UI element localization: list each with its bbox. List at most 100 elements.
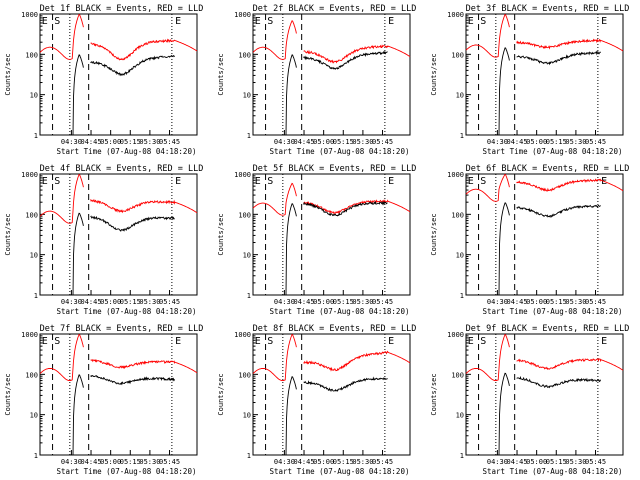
y-tick-label: 10 (243, 92, 251, 100)
y-tick-label: 1 (460, 132, 464, 140)
event-marker-label: E (468, 16, 474, 27)
lld-series-line (252, 182, 411, 216)
event-marker-label: S (480, 16, 486, 27)
x-tick-label: 04:30 (274, 138, 295, 146)
events-series-line (285, 50, 388, 136)
events-series-line (498, 372, 602, 456)
x-tick-label: 05:30 (352, 298, 373, 306)
chart-title: Det 3f BLACK = Events, RED = LLD (466, 4, 630, 14)
x-tick-label: 05:15 (546, 298, 567, 306)
x-tick-label: 05:45 (372, 138, 393, 146)
event-marker-label: E (175, 336, 181, 347)
y-tick-label: 1 (247, 132, 251, 140)
x-tick-label: 05:45 (159, 138, 180, 146)
detector-plot-5: Det 5f BLACK = Events, RED = LLD 1 10 100 10… (217, 164, 416, 316)
y-tick-label: 1 (460, 452, 464, 460)
x-axis-label: Start Time (07-Aug-08 04:18:20) (483, 467, 623, 476)
lld-series-line (39, 334, 198, 382)
y-tick-label: 1000 (234, 11, 251, 19)
y-tick-label: 10 (30, 412, 38, 420)
events-series-line (498, 47, 601, 136)
y-tick-label: 1000 (21, 331, 38, 339)
event-marker-label: E (255, 16, 261, 27)
y-tick-label: 1000 (447, 11, 464, 19)
x-tick-label: 05:45 (159, 458, 180, 466)
events-series-line (72, 212, 175, 296)
x-tick-label: 04:30 (61, 458, 82, 466)
x-tick-label: 04:30 (487, 298, 508, 306)
x-axis-label: Start Time (07-Aug-08 04:18:20) (57, 147, 197, 156)
y-tick-label: 100 (451, 211, 464, 219)
chart-title: Det 1f BLACK = Events, RED = LLD (40, 4, 204, 14)
plot-frame (39, 13, 198, 136)
y-tick-label: 10 (243, 412, 251, 420)
x-tick-label: 05:30 (565, 298, 586, 306)
events-series-line (72, 54, 175, 136)
event-marker-label: E (601, 16, 607, 27)
event-marker-label: E (388, 176, 394, 187)
lld-series-line (39, 174, 198, 224)
x-tick-label: 05:15 (333, 298, 354, 306)
x-axis-label: Start Time (07-Aug-08 04:18:20) (270, 307, 410, 316)
y-axis-label: Counts/sec (4, 373, 12, 415)
event-marker-label: E (388, 16, 394, 27)
event-marker-label: E (601, 336, 607, 347)
event-marker-label: S (54, 16, 60, 27)
x-axis-label: Start Time (07-Aug-08 04:18:20) (270, 147, 410, 156)
plot-frame (465, 333, 624, 456)
y-tick-label: 100 (238, 371, 251, 379)
event-marker-label: E (388, 336, 394, 347)
y-tick-label: 10 (30, 92, 38, 100)
event-marker-label: S (267, 16, 273, 27)
x-tick-label: 05:45 (372, 458, 393, 466)
x-tick-label: 05:15 (546, 138, 567, 146)
x-tick-label: 04:45 (80, 458, 101, 466)
x-tick-label: 05:30 (139, 138, 160, 146)
y-tick-label: 1000 (234, 171, 251, 179)
event-marker-label: E (468, 336, 474, 347)
detector-plot-4: Det 4f BLACK = Events, RED = LLD 1 10 100 10… (4, 164, 203, 316)
plot-frame (252, 173, 411, 296)
y-axis-label: Counts/sec (217, 53, 225, 95)
x-tick-label: 04:45 (80, 298, 101, 306)
x-tick-label: 05:15 (546, 458, 567, 466)
x-tick-label: 04:30 (274, 298, 295, 306)
chart-title: Det 6f BLACK = Events, RED = LLD (466, 164, 630, 174)
detector-plot-8: Det 8f BLACK = Events, RED = LLD 1 10 100 10… (217, 324, 416, 476)
events-series-line (72, 374, 175, 456)
x-tick-label: 04:45 (506, 298, 527, 306)
event-marker-label: E (255, 176, 261, 187)
y-tick-label: 100 (25, 371, 38, 379)
x-tick-label: 04:30 (487, 138, 508, 146)
x-tick-label: 05:30 (352, 138, 373, 146)
event-marker-label: S (54, 176, 60, 187)
y-axis-label: Counts/sec (4, 53, 12, 95)
y-tick-label: 1000 (21, 11, 38, 19)
y-tick-label: 1000 (447, 171, 464, 179)
y-tick-label: 100 (451, 51, 464, 59)
y-axis-label: Counts/sec (217, 213, 225, 255)
lld-series-line (39, 14, 198, 61)
x-tick-label: 05:45 (585, 298, 606, 306)
plot-frame (39, 333, 198, 456)
y-tick-label: 1000 (21, 171, 38, 179)
x-tick-label: 05:00 (313, 458, 334, 466)
y-tick-label: 10 (30, 252, 38, 260)
lld-series-line (465, 334, 624, 382)
event-marker-label: E (42, 16, 48, 27)
x-tick-label: 05:15 (120, 298, 141, 306)
lld-series-line (252, 20, 411, 64)
x-axis-label: Start Time (07-Aug-08 04:18:20) (57, 307, 197, 316)
x-tick-label: 04:45 (506, 458, 527, 466)
y-tick-label: 100 (25, 211, 38, 219)
y-tick-label: 1 (247, 292, 251, 300)
chart-title: Det 7f BLACK = Events, RED = LLD (40, 324, 204, 334)
x-tick-label: 05:00 (100, 138, 121, 146)
detector-plot-1: Det 1f BLACK = Events, RED = LLD 1 10 100 10… (4, 4, 204, 156)
y-tick-label: 10 (456, 412, 464, 420)
x-tick-label: 05:45 (585, 138, 606, 146)
event-marker-label: S (54, 336, 60, 347)
detector-plot-3: Det 3f BLACK = Events, RED = LLD 1 10 100 10… (430, 4, 630, 156)
x-tick-label: 04:45 (293, 458, 314, 466)
